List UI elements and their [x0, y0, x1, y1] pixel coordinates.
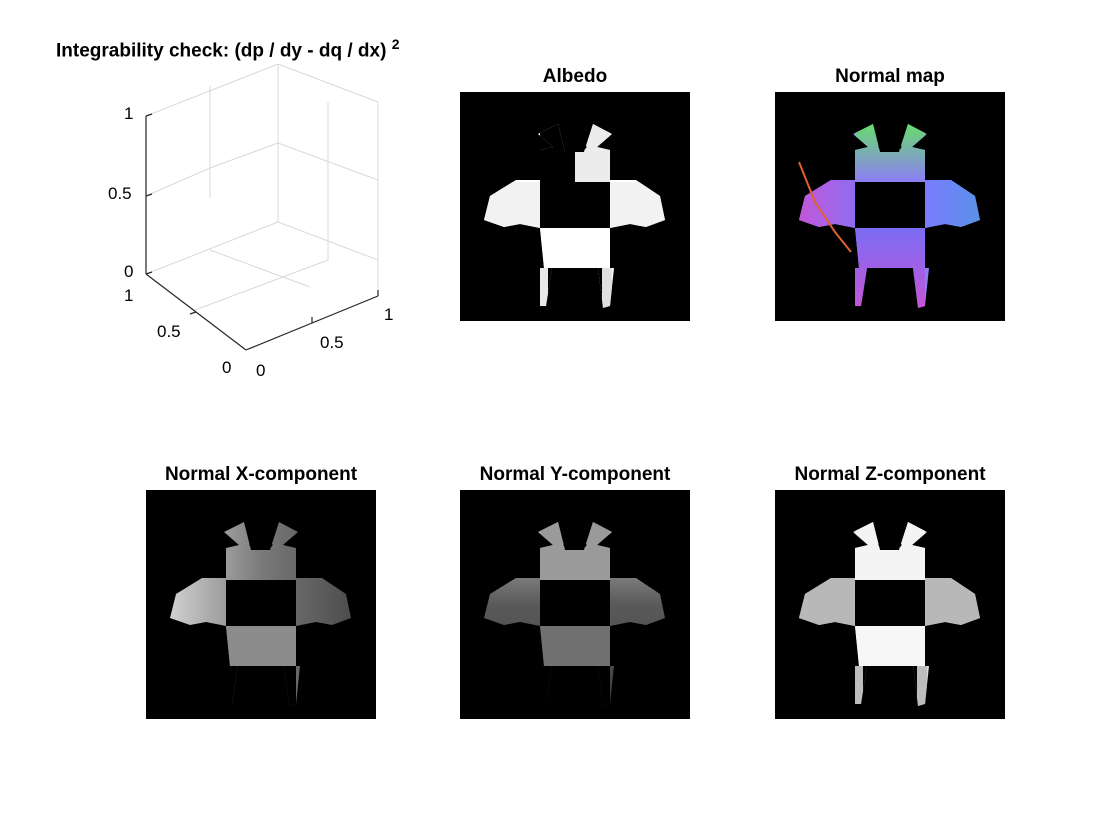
integrability-title-text: Integrability check: (dp / dy - dq / dx) [56, 40, 387, 62]
normal-y-image [460, 490, 690, 719]
normal-z-image [775, 490, 1005, 719]
y-tick-0.5: 0.5 [157, 322, 181, 341]
axis-lines [145, 113, 379, 351]
normal-map-image [775, 92, 1005, 321]
normal-x-title: Normal X-component [164, 464, 358, 485]
x-tick-1: 1 [384, 305, 394, 324]
normal-map-title: Normal map [835, 66, 945, 87]
x-tick-0.5: 0.5 [320, 333, 344, 352]
y-tick-1: 1 [124, 286, 134, 305]
albedo-image [460, 92, 690, 321]
z-tick-0.5: 0.5 [108, 184, 132, 203]
normal-z-title: Normal Z-component [794, 464, 986, 485]
integrability-title-superscript: 2 [391, 36, 400, 52]
z-tick-1: 1 [124, 104, 134, 123]
grid-lines [145, 63, 379, 311]
x-tick-0: 0 [256, 361, 266, 380]
normal-y-title: Normal Y-component [479, 464, 671, 485]
z-tick-0: 0 [124, 262, 134, 281]
normal-x-image [146, 490, 376, 719]
y-tick-0: 0 [222, 358, 232, 377]
albedo-title: Albedo [542, 66, 608, 87]
integrability-title: Integrability check: (dp / dy - dq / dx)… [56, 36, 400, 62]
